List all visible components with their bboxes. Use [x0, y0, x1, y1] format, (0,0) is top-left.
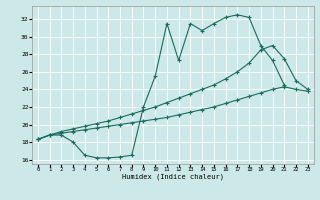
X-axis label: Humidex (Indice chaleur): Humidex (Indice chaleur) — [122, 174, 224, 180]
